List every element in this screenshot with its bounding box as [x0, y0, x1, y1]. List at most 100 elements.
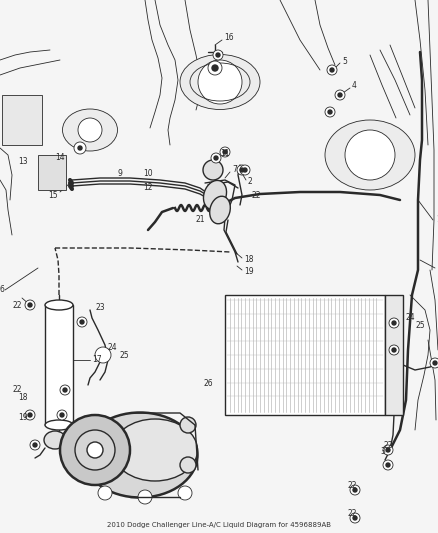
Text: 19: 19 — [18, 414, 28, 423]
Text: 21: 21 — [196, 215, 205, 224]
Ellipse shape — [63, 109, 117, 151]
Bar — [385, 295, 403, 415]
Circle shape — [345, 130, 395, 180]
Text: 17: 17 — [437, 263, 438, 272]
Bar — [225, 295, 385, 415]
Circle shape — [180, 457, 196, 473]
Text: 6: 6 — [0, 286, 5, 295]
Circle shape — [87, 442, 103, 458]
Circle shape — [389, 345, 399, 355]
Text: 17: 17 — [92, 356, 102, 365]
Ellipse shape — [44, 431, 66, 449]
Circle shape — [211, 153, 221, 163]
Circle shape — [75, 430, 115, 470]
Circle shape — [33, 443, 37, 447]
Text: 14: 14 — [55, 154, 65, 163]
Circle shape — [80, 320, 84, 324]
Circle shape — [353, 488, 357, 492]
Circle shape — [383, 460, 393, 470]
Ellipse shape — [113, 419, 198, 481]
Text: 4: 4 — [352, 82, 357, 91]
Text: 25: 25 — [415, 320, 424, 329]
Ellipse shape — [45, 300, 73, 310]
Circle shape — [95, 347, 111, 363]
Ellipse shape — [82, 413, 198, 497]
Text: 13: 13 — [18, 157, 28, 166]
Circle shape — [327, 65, 337, 75]
Circle shape — [220, 147, 230, 157]
Text: 23: 23 — [95, 303, 105, 312]
Bar — [38, 155, 66, 190]
Circle shape — [392, 321, 396, 325]
Circle shape — [243, 168, 247, 172]
Circle shape — [208, 61, 222, 75]
Circle shape — [57, 410, 67, 420]
Circle shape — [350, 513, 360, 523]
Ellipse shape — [210, 196, 230, 224]
Circle shape — [28, 303, 32, 307]
Circle shape — [389, 318, 399, 328]
Ellipse shape — [45, 420, 73, 430]
Text: 5: 5 — [342, 56, 347, 66]
Text: 24: 24 — [405, 312, 415, 321]
Circle shape — [138, 490, 152, 504]
Text: 16: 16 — [224, 34, 233, 43]
Circle shape — [335, 90, 345, 100]
Text: 22: 22 — [252, 190, 261, 199]
Bar — [45, 305, 73, 425]
Text: 18: 18 — [244, 255, 254, 264]
Circle shape — [240, 168, 244, 172]
Circle shape — [328, 110, 332, 114]
Circle shape — [203, 160, 223, 180]
Circle shape — [383, 445, 393, 455]
Text: 9: 9 — [117, 168, 123, 177]
Circle shape — [60, 413, 64, 417]
Circle shape — [74, 142, 86, 154]
Circle shape — [240, 165, 250, 175]
Circle shape — [60, 385, 70, 395]
Circle shape — [213, 50, 223, 60]
Circle shape — [386, 448, 390, 452]
Text: 22: 22 — [13, 301, 22, 310]
Text: 2: 2 — [247, 177, 252, 187]
Circle shape — [77, 317, 87, 327]
Text: 22: 22 — [384, 441, 393, 450]
Text: 19: 19 — [244, 268, 254, 277]
Text: 7: 7 — [232, 166, 237, 174]
Text: 25: 25 — [120, 351, 130, 359]
Text: 22: 22 — [348, 510, 357, 519]
Text: 1: 1 — [436, 215, 438, 224]
Text: 15: 15 — [48, 190, 58, 199]
Circle shape — [25, 300, 35, 310]
Text: 3: 3 — [380, 448, 385, 456]
Circle shape — [60, 415, 130, 485]
Circle shape — [237, 165, 247, 175]
Circle shape — [78, 146, 82, 150]
Text: 24: 24 — [107, 343, 117, 352]
Circle shape — [386, 463, 390, 467]
Circle shape — [25, 410, 35, 420]
Circle shape — [63, 388, 67, 392]
Text: 10: 10 — [143, 168, 153, 177]
Circle shape — [223, 150, 227, 154]
Bar — [2, 95, 42, 145]
Ellipse shape — [180, 54, 260, 109]
Text: 22: 22 — [13, 385, 22, 394]
Circle shape — [28, 413, 32, 417]
Circle shape — [198, 60, 242, 104]
Text: 26: 26 — [203, 378, 213, 387]
Circle shape — [353, 516, 357, 520]
Circle shape — [350, 485, 360, 495]
Circle shape — [216, 53, 220, 57]
Circle shape — [180, 417, 196, 433]
Circle shape — [78, 118, 102, 142]
Circle shape — [325, 107, 335, 117]
Circle shape — [30, 440, 40, 450]
Circle shape — [392, 348, 396, 352]
Circle shape — [98, 486, 112, 500]
Text: 2010 Dodge Challenger Line-A/C Liquid Diagram for 4596889AB: 2010 Dodge Challenger Line-A/C Liquid Di… — [107, 522, 331, 528]
Circle shape — [212, 65, 218, 71]
Circle shape — [214, 156, 218, 160]
Text: 22: 22 — [348, 481, 357, 489]
Text: 18: 18 — [18, 393, 28, 402]
